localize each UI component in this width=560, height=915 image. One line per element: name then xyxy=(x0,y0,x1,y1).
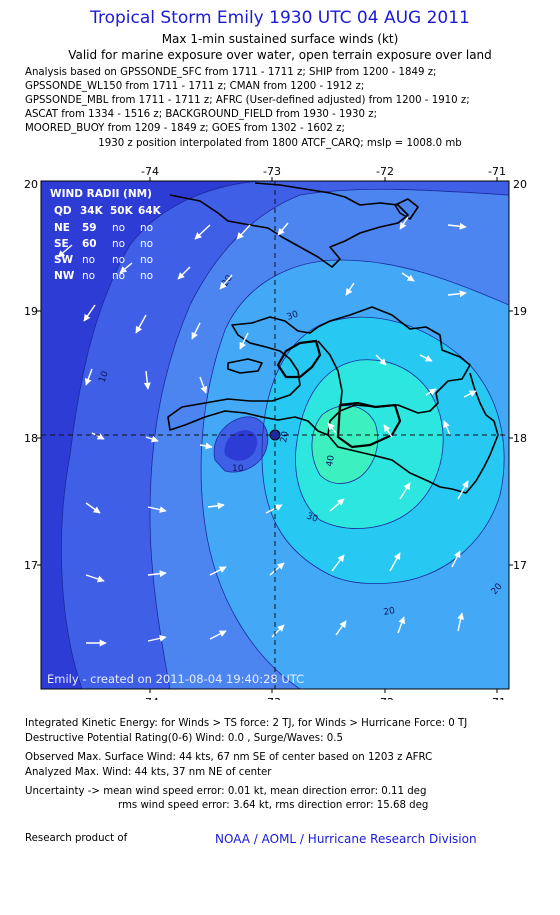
uncertainty-line: Uncertainty -> mean wind speed error: 0.… xyxy=(25,786,427,797)
wind-radii-value: no xyxy=(112,238,125,250)
validity-note: Valid for marine exposure over water, op… xyxy=(68,48,492,62)
lat-label-right: 19 xyxy=(513,305,527,318)
lat-label-right: 17 xyxy=(513,559,527,572)
map-subtitle: Max 1-min sustained surface winds (kt) xyxy=(161,32,399,46)
wind-radii-quadrant: SE xyxy=(54,238,69,250)
lat-label-left: 19 xyxy=(24,305,38,318)
lat-label-left: 20 xyxy=(24,178,38,191)
axis-ticks xyxy=(37,177,513,693)
observed-max-line: Observed Max. Surface Wind: 44 kts, 67 n… xyxy=(25,752,433,763)
wind-radii-value: no xyxy=(140,238,153,250)
wind-radii-quadrant: NW xyxy=(54,270,75,282)
lat-label-left: 17 xyxy=(24,559,38,572)
wind-radii-title: WIND RADII (NM) xyxy=(50,188,152,200)
wind-radii-header: QD xyxy=(54,205,72,217)
wind-radii-value: no xyxy=(140,270,153,282)
wind-radii-value: no xyxy=(140,222,153,234)
wind-radii-table: WIND RADII (NM) QD 34K 50K 64K NE 59 no … xyxy=(50,188,162,282)
wind-minimum-core xyxy=(224,430,258,461)
lat-label-right: 20 xyxy=(513,178,527,191)
wind-radii-value: no xyxy=(112,270,125,282)
wind-radii-value: 59 xyxy=(82,222,97,234)
dpr-line: Destructive Potential Rating(0-6) Wind: … xyxy=(25,733,343,744)
analyzed-max-line: Analyzed Max. Wind: 44 kts, 37 nm NE of … xyxy=(25,767,272,778)
analysis-source-line: GPSSONDE_MBL from 1711 - 1711 z; AFRC (U… xyxy=(25,95,470,106)
contour-label: 30 xyxy=(286,309,300,322)
uncertainty-line: rms wind speed error: 3.64 kt, rms direc… xyxy=(118,800,429,811)
lon-label-top: -72 xyxy=(376,165,394,178)
wind-vectors xyxy=(57,216,477,647)
analysis-source-line: MOORED_BUOY from 1209 - 1849 z; GOES fro… xyxy=(25,123,345,134)
wind-radii-header: 34K xyxy=(80,205,104,217)
wind-radii-quadrant: SW xyxy=(54,254,74,266)
position-note: 1930 z position interpolated from 1800 A… xyxy=(98,138,462,149)
contour-label: 20 xyxy=(279,430,291,443)
lon-label-bottom: -72 xyxy=(376,696,394,700)
wind-radii-value: 60 xyxy=(82,238,97,250)
storm-center-marker xyxy=(269,429,281,441)
ike-line: Integrated Kinetic Energy: for Winds > T… xyxy=(25,718,468,729)
wind-radii-value: no xyxy=(112,254,125,266)
research-label: Research product of xyxy=(25,833,128,844)
isotach-lines xyxy=(61,181,509,689)
contour-label: 20 xyxy=(383,606,396,618)
wind-radii-value: no xyxy=(112,222,125,234)
wind-radii-header: 64K xyxy=(138,205,162,217)
wind-field-map: -74 -73 -72 -71 -74 -73 -72 -71 20 19 18… xyxy=(24,165,527,700)
analysis-source-line: ASCAT from 1334 - 1516 z; BACKGROUND_FIE… xyxy=(25,109,378,120)
wind-radii-header: 50K xyxy=(110,205,134,217)
wind-radii-value: no xyxy=(140,254,153,266)
wind-radii-quadrant: NE xyxy=(54,222,70,234)
lat-label-left: 18 xyxy=(24,432,38,445)
contour-label: 30 xyxy=(305,511,319,524)
lon-label-bottom: -74 xyxy=(141,696,159,700)
lon-label-top: -74 xyxy=(141,165,159,178)
wind-radii-value: no xyxy=(82,270,95,282)
contour-label: 40 xyxy=(325,454,337,467)
wind-radii-value: no xyxy=(82,254,95,266)
analysis-source-line: GPSSONDE_WL150 from 1711 - 1711 z; CMAN … xyxy=(25,81,365,92)
credit-link[interactable]: NOAA / AOML / Hurricane Research Divisio… xyxy=(215,832,477,846)
lon-label-top: -73 xyxy=(263,165,281,178)
map-title: Tropical Storm Emily 1930 UTC 04 AUG 201… xyxy=(90,8,470,28)
plot-frame xyxy=(40,180,510,690)
contour-label: 10 xyxy=(97,370,110,384)
lat-label-right: 18 xyxy=(513,432,527,445)
creation-watermark: Emily - created on 2011-08-04 19:40:28 U… xyxy=(47,672,304,686)
analysis-source-line: Analysis based on GPSSONDE_SFC from 1711… xyxy=(25,67,437,78)
lon-label-bottom: -71 xyxy=(488,696,506,700)
contour-label: 10 xyxy=(232,464,244,474)
storm-analysis-outline xyxy=(276,339,402,449)
lon-label-bottom: -73 xyxy=(263,696,281,700)
lon-label-top: -71 xyxy=(488,165,506,178)
